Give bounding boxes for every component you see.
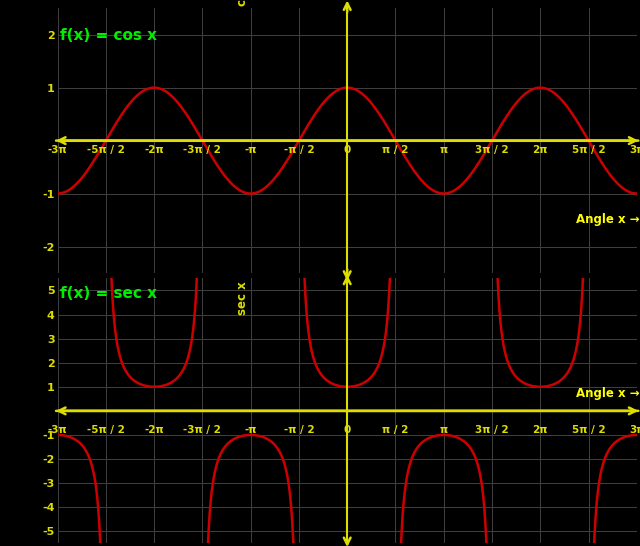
Text: 3π: 3π: [629, 425, 640, 435]
Text: -2π: -2π: [145, 145, 164, 155]
Text: -π / 2: -π / 2: [284, 425, 314, 435]
Text: -5π / 2: -5π / 2: [87, 425, 125, 435]
Text: -3π: -3π: [48, 425, 67, 435]
Text: Angle x →: Angle x →: [576, 213, 640, 227]
Text: -3π / 2: -3π / 2: [184, 425, 221, 435]
Text: π: π: [440, 145, 448, 155]
Text: -3π: -3π: [48, 145, 67, 155]
Text: 2π: 2π: [532, 425, 548, 435]
Text: -5π / 2: -5π / 2: [87, 145, 125, 155]
Text: 0: 0: [344, 145, 351, 155]
Text: 0: 0: [344, 425, 351, 435]
Text: 3π: 3π: [629, 145, 640, 155]
Text: Angle x →: Angle x →: [576, 387, 640, 400]
Text: 5π / 2: 5π / 2: [572, 145, 605, 155]
Text: -π / 2: -π / 2: [284, 145, 314, 155]
Text: π / 2: π / 2: [382, 425, 409, 435]
Text: f(x) = sec x: f(x) = sec x: [61, 287, 157, 301]
Text: sec x: sec x: [236, 281, 250, 315]
Text: cos x: cos x: [236, 0, 250, 5]
Text: -π: -π: [244, 425, 257, 435]
Text: π / 2: π / 2: [382, 145, 409, 155]
Text: -π: -π: [244, 145, 257, 155]
Text: 2π: 2π: [532, 145, 548, 155]
Text: 3π / 2: 3π / 2: [475, 425, 509, 435]
Text: π: π: [440, 425, 448, 435]
Text: f(x) = cos x: f(x) = cos x: [61, 28, 157, 43]
Text: 5π / 2: 5π / 2: [572, 425, 605, 435]
Text: 3π / 2: 3π / 2: [475, 145, 509, 155]
Text: -3π / 2: -3π / 2: [184, 145, 221, 155]
Text: -2π: -2π: [145, 425, 164, 435]
